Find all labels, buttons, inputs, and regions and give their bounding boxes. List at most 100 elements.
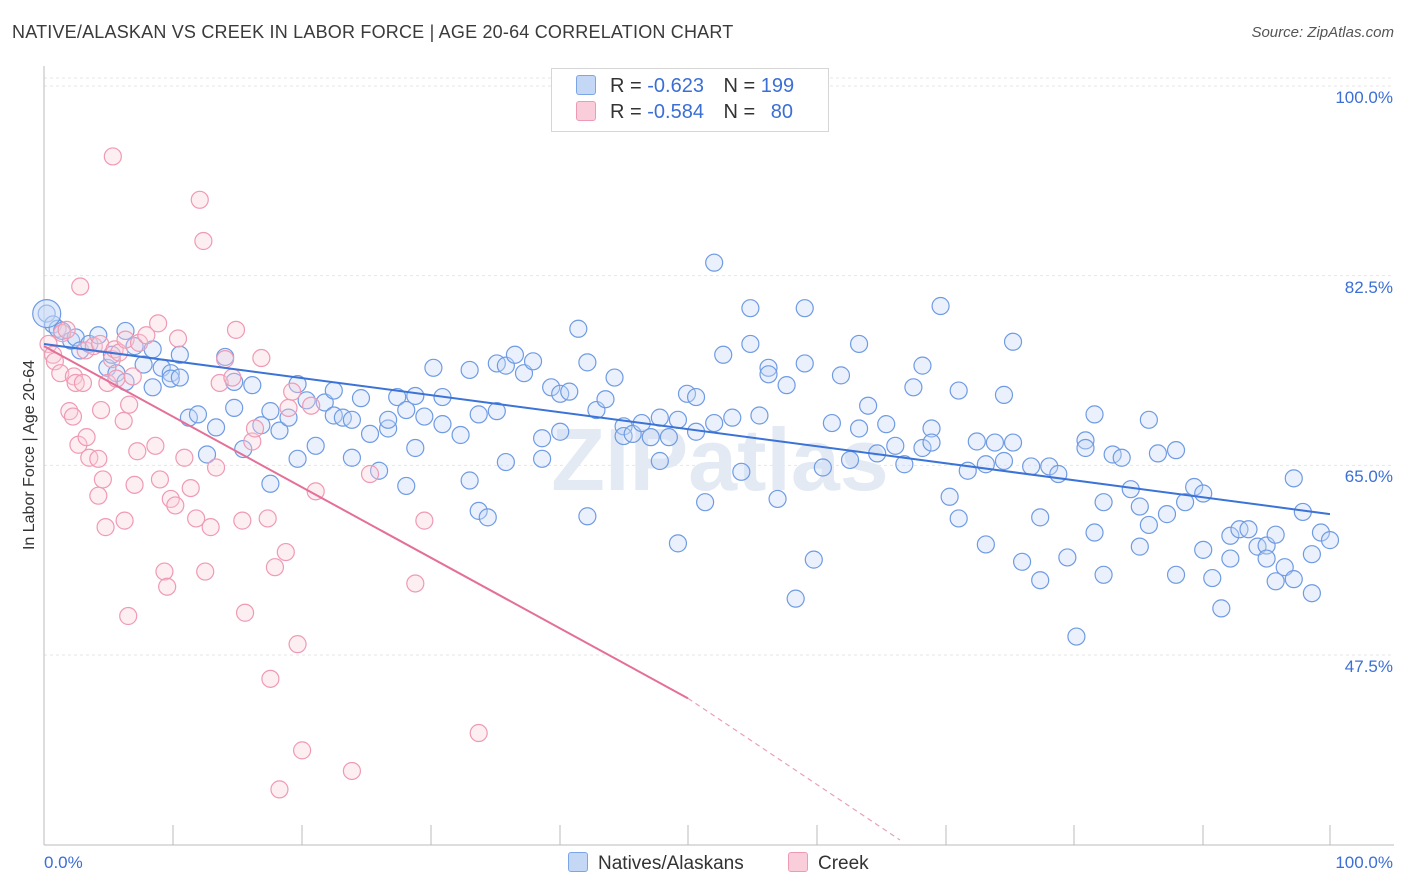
creek-point [196,562,215,581]
natives-point [732,462,751,481]
natives-point [686,387,706,407]
r-label: R = [610,101,642,123]
creek-point [279,398,298,417]
natives-point-large [32,299,62,329]
natives-point [406,386,425,406]
creek-point [71,277,90,296]
natives-point [922,433,941,452]
natives-point [741,299,760,318]
creek-point [342,761,362,781]
creek-point [190,190,209,209]
natives-point [1112,448,1131,467]
natives-point [714,345,733,364]
creek-point [114,411,133,430]
stats-row-natives: R = -0.623 N = 199 [576,75,794,101]
natives-point [1003,332,1023,351]
natives-point [813,458,832,477]
creek-point [406,574,425,593]
natives-point [994,451,1014,471]
creek-point [158,577,177,596]
natives-point [342,448,362,467]
natives-point [849,419,869,438]
r-value-natives: -0.623 [647,75,704,97]
natives-point [424,358,443,377]
legend-creek[interactable]: Creek [788,852,869,875]
natives-point [1040,457,1059,476]
natives-point [243,376,262,395]
natives-point [342,410,362,429]
natives-point [532,429,552,448]
n-label: N = [723,75,756,97]
creek-point [115,511,134,530]
creek-point [149,314,168,333]
natives-point [415,407,434,426]
swatch-creek [576,101,596,121]
natives-point [1094,493,1113,512]
natives-point [469,501,488,520]
legend-label-creek: Creek [818,853,869,874]
x-tick-right: 100.0% [1335,853,1393,872]
creek-point [146,436,165,455]
natives-point [1212,599,1231,618]
natives-point [786,589,805,608]
creek-point [201,518,220,537]
creek-point [51,364,70,383]
natives-point [1194,540,1213,559]
natives-point [1284,469,1303,488]
natives-point [705,253,724,272]
creek-point [64,367,83,386]
natives-point [496,452,515,472]
natives-point [940,487,959,506]
natives-point [668,410,688,429]
stats-legend: R = -0.623 N = 199 R = -0.584 N = 80 [551,68,829,132]
natives-point [985,433,1005,452]
natives-point [949,509,968,528]
natives-point [976,535,995,554]
source-label[interactable]: Source: ZipAtlas.com [1251,24,1394,41]
natives-point [532,449,552,468]
natives-point [768,489,787,509]
legend-natives[interactable]: Natives/Alaskans [568,852,744,875]
natives-point [759,358,778,377]
creek-point [155,562,174,581]
trend-lines [43,342,1331,841]
creek-point [119,606,138,626]
legend-label-natives: Natives/Alaskans [598,853,744,874]
natives-point [397,400,416,420]
natives-point [279,408,298,427]
natives-point [1266,525,1285,544]
x-tick-left: 0.0% [44,853,83,872]
stats-row-creek: R = -0.584 N = 80 [576,101,793,127]
creek-point [107,369,126,388]
natives-point [161,369,180,388]
natives-point [1067,627,1086,646]
n-value-creek: 80 [770,101,794,123]
natives-point [406,438,425,458]
natives-point [1302,545,1321,564]
natives-point [1022,457,1041,476]
natives-point [904,378,923,397]
natives-point [460,471,479,490]
natives-point [487,402,506,421]
natives-point [1148,444,1168,463]
creek-point [276,542,295,562]
r-label: R = [610,75,642,97]
creek-point [116,330,135,349]
legend-swatch-creek [788,852,808,872]
y-tick-label: 65.0% [1344,467,1393,487]
natives-point [1175,493,1195,512]
natives-point [741,334,760,354]
natives-point [261,402,280,421]
creek-point [57,320,76,339]
natives-point [849,334,869,354]
creek-point [129,333,149,352]
series-natives-alaskans [32,253,1340,646]
creek-point [233,511,252,530]
trend-creek [43,345,689,700]
natives-point [1130,537,1149,556]
creek-point [120,395,139,414]
watermark: ZIPatlas [551,410,888,509]
natives-point [206,418,226,437]
natives-point [1194,484,1213,503]
natives-point [913,438,932,458]
